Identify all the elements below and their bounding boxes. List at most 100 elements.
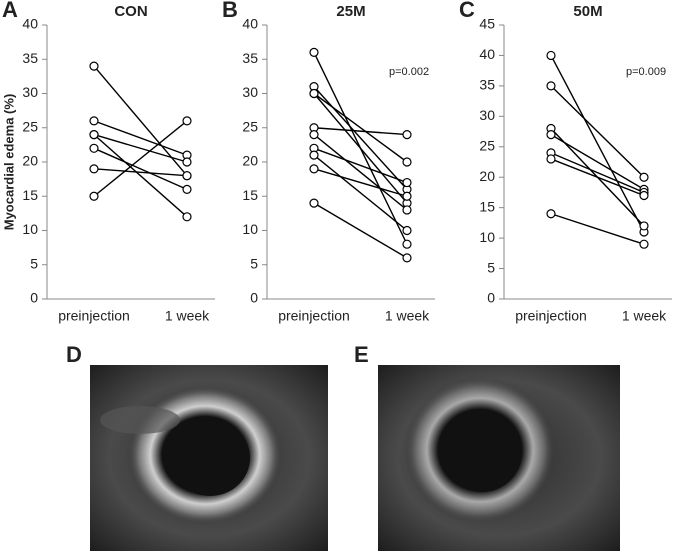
data-line bbox=[313, 202, 408, 259]
y-tick-label: 25 bbox=[479, 137, 495, 153]
x-tick-label: 1 week bbox=[385, 308, 430, 324]
data-point bbox=[309, 198, 319, 208]
data-point bbox=[402, 225, 412, 236]
data-line bbox=[550, 158, 645, 197]
mri-image-d bbox=[90, 365, 328, 551]
y-tick-label: 35 bbox=[479, 77, 495, 93]
data-line bbox=[313, 93, 408, 204]
data-point bbox=[639, 239, 649, 249]
data-point bbox=[182, 212, 192, 222]
data-line bbox=[313, 86, 408, 190]
data-point bbox=[89, 116, 99, 126]
data-point bbox=[402, 239, 412, 249]
data-point bbox=[309, 47, 319, 58]
data-point bbox=[182, 157, 192, 167]
panel-label: D bbox=[66, 342, 82, 367]
data-point bbox=[546, 81, 556, 91]
y-tick-label: 5 bbox=[250, 255, 258, 271]
data-line bbox=[313, 154, 408, 232]
y-tick-label: 0 bbox=[30, 290, 38, 306]
data-point bbox=[89, 191, 99, 201]
data-line bbox=[313, 168, 408, 197]
data-point bbox=[89, 61, 99, 71]
y-tick-label: 25 bbox=[242, 118, 258, 134]
data-point bbox=[402, 253, 412, 263]
panel-label: C bbox=[459, 0, 475, 22]
y-tick-label: 10 bbox=[242, 221, 258, 237]
data-point bbox=[89, 143, 99, 153]
y-tick-label: 0 bbox=[487, 290, 495, 306]
data-point bbox=[546, 154, 556, 164]
y-tick-label: 40 bbox=[479, 46, 495, 62]
x-tick-label: preinjection bbox=[515, 308, 587, 324]
data-line bbox=[313, 147, 408, 184]
data-point bbox=[402, 130, 412, 140]
y-tick-label: 30 bbox=[242, 84, 258, 100]
x-tick-label: preinjection bbox=[58, 308, 130, 324]
data-point bbox=[309, 130, 319, 140]
y-tick-label: 20 bbox=[22, 153, 38, 169]
data-line bbox=[93, 168, 188, 177]
x-tick-label: 1 week bbox=[165, 308, 210, 324]
data-point bbox=[89, 130, 99, 140]
data-line bbox=[93, 120, 188, 197]
y-tick-label: 10 bbox=[479, 229, 495, 245]
annotation: p=0.002 bbox=[389, 66, 429, 78]
y-tick-label: 20 bbox=[242, 153, 258, 169]
y-tick-label: 15 bbox=[22, 187, 38, 203]
data-point bbox=[182, 116, 192, 126]
data-point bbox=[89, 164, 99, 174]
y-tick-label: 40 bbox=[242, 16, 258, 32]
y-tick-label: 35 bbox=[22, 50, 38, 66]
y-tick-label: 25 bbox=[22, 118, 38, 134]
data-point bbox=[546, 50, 556, 61]
data-point bbox=[182, 184, 192, 194]
y-tick-label: 40 bbox=[22, 16, 38, 32]
panel-label: B bbox=[222, 0, 238, 22]
data-point bbox=[546, 130, 556, 140]
x-tick-label: preinjection bbox=[278, 308, 350, 324]
panel-label: E bbox=[354, 342, 369, 367]
y-tick-label: 5 bbox=[30, 255, 38, 271]
data-point bbox=[639, 172, 649, 182]
data-line bbox=[313, 127, 408, 136]
x-tick-label: 1 week bbox=[622, 308, 667, 324]
chart-title: 25M bbox=[336, 3, 365, 20]
y-tick-label: 5 bbox=[487, 259, 495, 275]
data-line bbox=[93, 134, 188, 218]
data-point bbox=[402, 205, 412, 215]
data-point bbox=[402, 177, 412, 188]
panel-label: A bbox=[2, 0, 18, 22]
data-point bbox=[309, 88, 319, 99]
chart-title: 50M bbox=[573, 3, 602, 20]
y-tick-label: 35 bbox=[242, 50, 258, 66]
data-line bbox=[313, 92, 408, 163]
y-tick-label: 15 bbox=[479, 198, 495, 214]
data-line bbox=[550, 152, 645, 194]
y-tick-label: 30 bbox=[22, 84, 38, 100]
data-line bbox=[93, 147, 188, 191]
data-line bbox=[550, 55, 645, 233]
data-line bbox=[93, 120, 188, 156]
data-line bbox=[550, 213, 645, 245]
data-point bbox=[182, 171, 192, 181]
y-tick-label: 20 bbox=[479, 168, 495, 184]
data-point bbox=[402, 157, 412, 167]
y-tick-label: 45 bbox=[479, 16, 495, 32]
y-tick-label: 0 bbox=[250, 290, 258, 306]
data-point bbox=[402, 191, 412, 201]
mri-image-e bbox=[378, 365, 620, 551]
data-point bbox=[309, 164, 319, 174]
chart-title: CON bbox=[114, 3, 147, 20]
data-line bbox=[93, 133, 188, 163]
data-line bbox=[550, 85, 645, 178]
y-tick-label: 30 bbox=[479, 107, 495, 123]
data-point bbox=[309, 150, 319, 160]
y-axis-label: Myocardial edema (%) bbox=[1, 94, 16, 231]
data-line bbox=[550, 133, 645, 191]
y-tick-label: 15 bbox=[242, 187, 258, 203]
y-tick-label: 10 bbox=[22, 221, 38, 237]
data-line bbox=[313, 134, 408, 211]
data-point bbox=[639, 190, 649, 201]
